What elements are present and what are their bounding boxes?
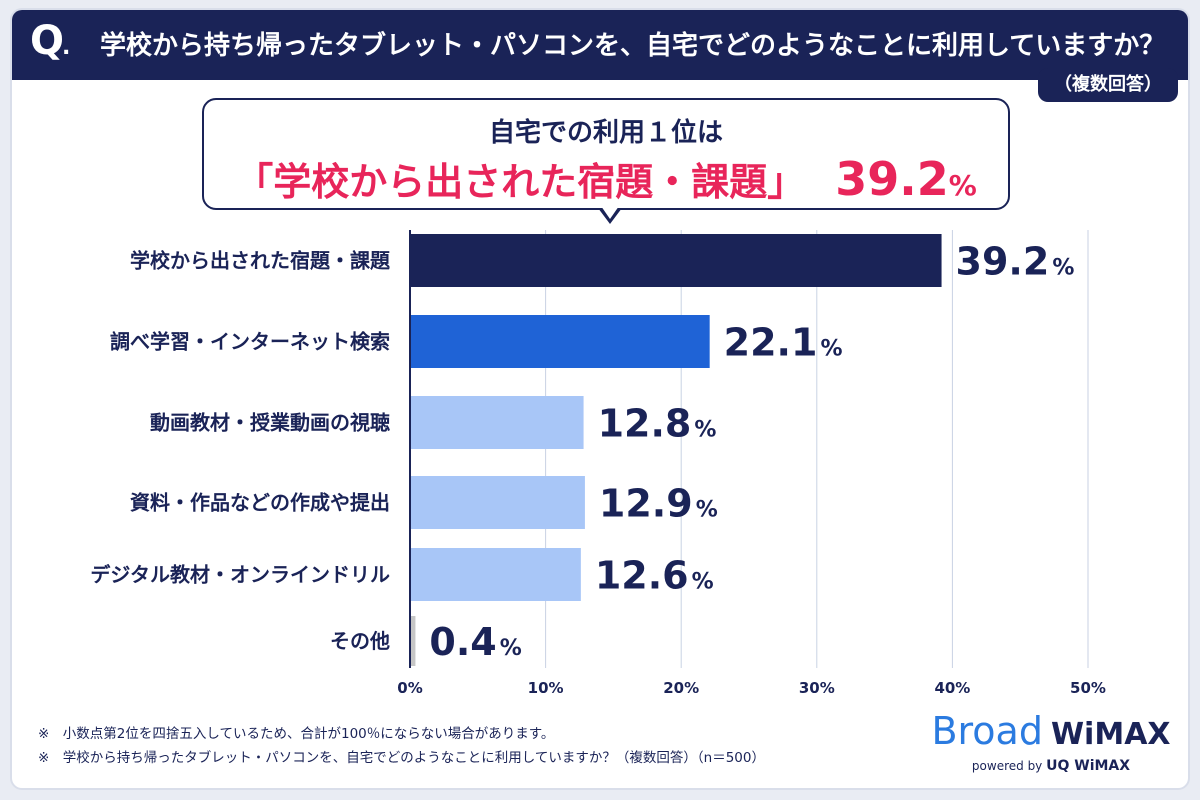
top-result-callout: 自宅での利用１位は 「学校から出された宿題・課題」 39.2% bbox=[202, 98, 1010, 210]
x-tick-label: 10% bbox=[528, 679, 564, 697]
x-tick-label: 40% bbox=[934, 679, 970, 697]
data-label: 22.1% bbox=[724, 321, 843, 365]
callout-category: 「学校から出された宿題・課題」 bbox=[235, 160, 806, 204]
category-label: その他 bbox=[330, 629, 390, 653]
category-label: 動画教材・授業動画の視聴 bbox=[150, 411, 390, 435]
multiple-answer-tag: （複数回答） bbox=[1038, 68, 1178, 102]
data-label: 12.9% bbox=[599, 482, 718, 526]
data-label: 12.8% bbox=[598, 402, 717, 446]
callout-tail-fill bbox=[601, 206, 619, 219]
category-label: デジタル教材・オンラインドリル bbox=[90, 563, 390, 587]
callout-value: 39.2 bbox=[835, 152, 949, 206]
category-label: 資料・作品などの作成や提出 bbox=[130, 491, 390, 515]
question-text: 学校から持ち帰ったタブレット・パソコンを、自宅でどのようなことに利用していますか… bbox=[100, 31, 1166, 61]
question-header: Q. 学校から持ち帰ったタブレット・パソコンを、自宅でどのようなことに利用してい… bbox=[12, 10, 1188, 80]
footnote-question: ※ 学校から持ち帰ったタブレット・パソコンを、自宅でどのようなことに利用していま… bbox=[38, 750, 765, 766]
bar bbox=[410, 548, 581, 601]
logo-wimax: WiMAX bbox=[1050, 717, 1171, 752]
x-tick-label: 50% bbox=[1070, 679, 1106, 697]
data-label: 39.2% bbox=[956, 240, 1075, 284]
bar bbox=[410, 315, 710, 368]
bar bbox=[410, 396, 584, 449]
logo-broad: Broad bbox=[931, 709, 1043, 753]
data-label: 0.4% bbox=[429, 620, 521, 664]
category-label: 調べ学習・インターネット検索 bbox=[110, 330, 390, 354]
bar bbox=[410, 234, 942, 287]
callout-heading: 自宅での利用１位は bbox=[488, 118, 723, 148]
logo-powered-by: powered by bbox=[971, 759, 1043, 773]
category-label: 学校から出された宿題・課題 bbox=[130, 249, 391, 273]
callout-unit: % bbox=[948, 169, 977, 202]
x-tick-label: 20% bbox=[663, 679, 699, 697]
x-tick-label: 30% bbox=[799, 679, 835, 697]
broad-wimax-logo: Broad WiMAX powered by UQ WiMAX bbox=[926, 710, 1176, 774]
bar bbox=[410, 476, 585, 529]
bar bbox=[410, 616, 416, 666]
footnote-rounding: ※ 小数点第2位を四捨五入しているため、合計が100％にならない場合があります。 bbox=[38, 726, 555, 742]
x-tick-label: 0% bbox=[397, 679, 422, 697]
bar-chart: 0% 10% 20% 30% 40% 50% 学校から出された宿題・課題 39.2 % 調べ学習・… bbox=[90, 230, 1106, 697]
data-label: 12.6% bbox=[595, 554, 714, 598]
infographic-card: Q. 学校から持ち帰ったタブレット・パソコンを、自宅でどのようなことに利用してい… bbox=[10, 8, 1190, 790]
logo-uq-wimax: UQ WiMAX bbox=[1046, 758, 1131, 774]
q-mark: Q. bbox=[30, 18, 70, 64]
callout-highlight: 「学校から出された宿題・課題」 39.2% bbox=[204, 151, 1008, 206]
